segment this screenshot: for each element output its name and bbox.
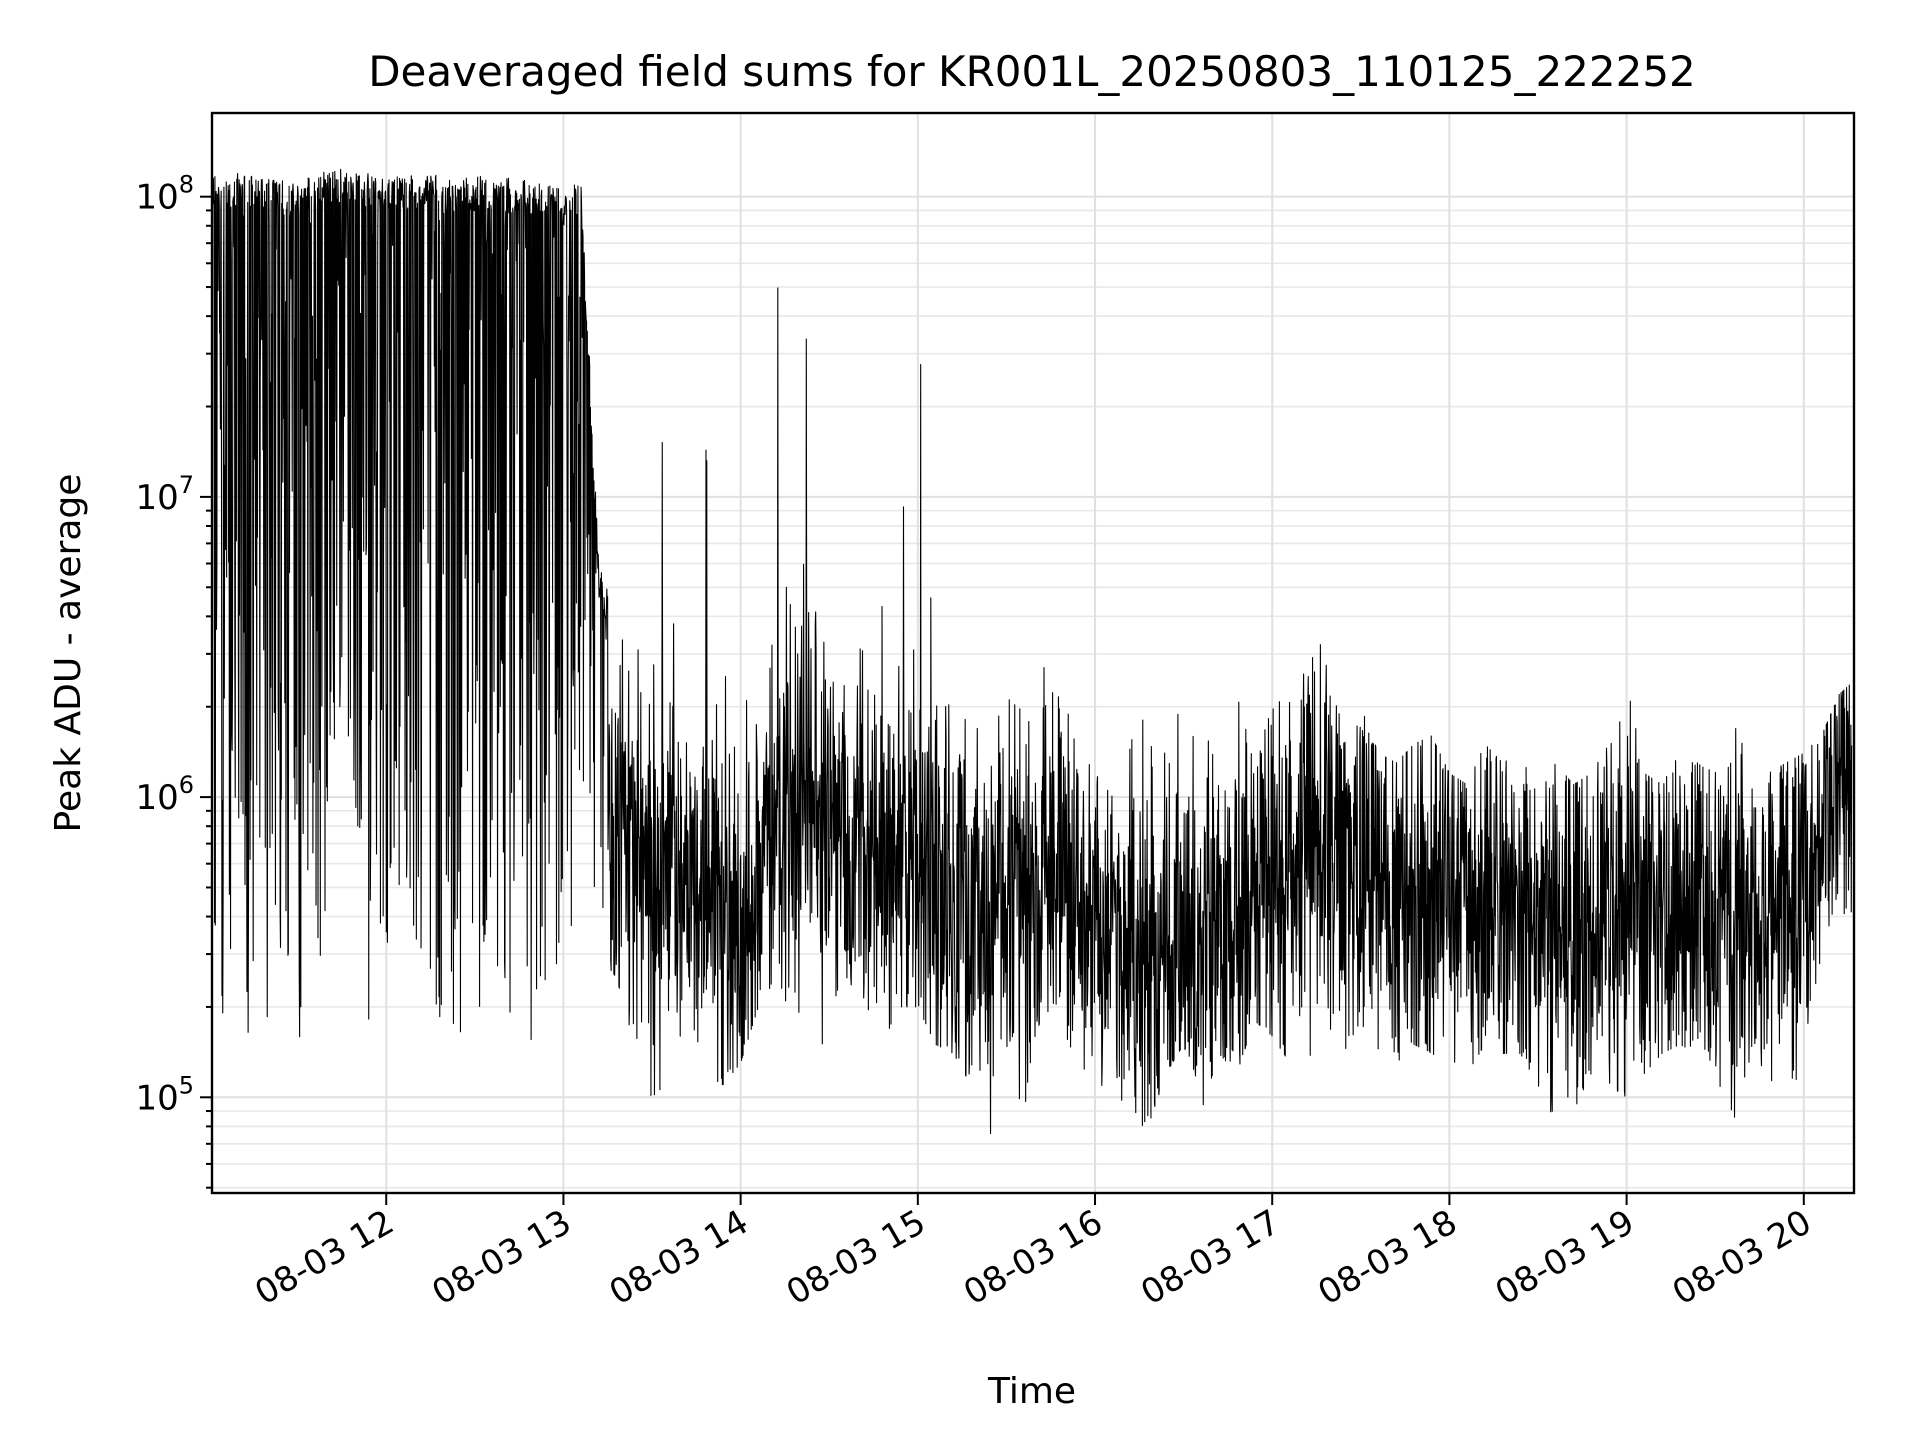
y-tick-label: 107 xyxy=(135,471,194,518)
y-tick-label: 105 xyxy=(135,1071,194,1118)
y-tick-label: 106 xyxy=(135,771,194,818)
y-axis-ticks: 105 106 107 108 xyxy=(135,171,212,1189)
x-axis-label: Time xyxy=(987,1371,1076,1412)
y-axis-label: Peak ADU - average xyxy=(48,474,89,833)
y-tick-label: 108 xyxy=(135,171,194,218)
series-layer xyxy=(212,168,1853,1135)
chart-title: Deaveraged field sums for KR001L_2025080… xyxy=(368,47,1696,96)
series-line xyxy=(212,168,1853,1135)
